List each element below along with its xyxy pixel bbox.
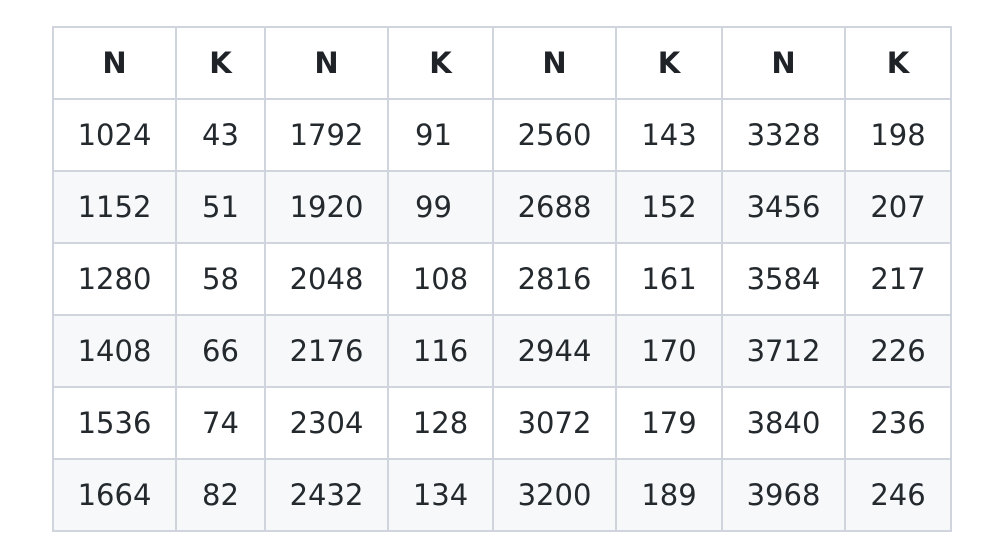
table-cell: 217	[844, 242, 952, 316]
table-row: 1280 58 2048 108 2816 161 3584 217	[52, 242, 952, 316]
table-cell: 43	[175, 98, 266, 172]
table-row: 1408 66 2176 116 2944 170 3712 226	[52, 314, 952, 388]
table-cell: 128	[387, 386, 494, 460]
table-cell: 152	[615, 170, 723, 244]
table-cell: 66	[175, 314, 266, 388]
header-cell-n: N	[721, 26, 846, 100]
table-cell: 189	[615, 458, 723, 532]
table-cell: 3584	[721, 242, 846, 316]
table-cell: 3968	[721, 458, 846, 532]
table-cell: 91	[387, 98, 494, 172]
table-cell: 99	[387, 170, 494, 244]
table-cell: 198	[844, 98, 952, 172]
table-cell: 2176	[264, 314, 389, 388]
table-cell: 1664	[52, 458, 177, 532]
table-cell: 1536	[52, 386, 177, 460]
table-cell: 3072	[492, 386, 617, 460]
table-cell: 51	[175, 170, 266, 244]
table-cell: 207	[844, 170, 952, 244]
table-cell: 3456	[721, 170, 846, 244]
table-cell: 1920	[264, 170, 389, 244]
table-cell: 2944	[492, 314, 617, 388]
table-cell: 2432	[264, 458, 389, 532]
table-cell: 3200	[492, 458, 617, 532]
table-row: 1664 82 2432 134 3200 189 3968 246	[52, 458, 952, 532]
table-cell: 3328	[721, 98, 846, 172]
table-cell: 1408	[52, 314, 177, 388]
table-cell: 226	[844, 314, 952, 388]
table-cell: 2048	[264, 242, 389, 316]
header-cell-k: K	[844, 26, 952, 100]
header-cell-k: K	[387, 26, 494, 100]
table-cell: 74	[175, 386, 266, 460]
table-row: 1536 74 2304 128 3072 179 3840 236	[52, 386, 952, 460]
table-cell: 2560	[492, 98, 617, 172]
table-cell: 58	[175, 242, 266, 316]
table-row: 1152 51 1920 99 2688 152 3456 207	[52, 170, 952, 244]
table-cell: 1152	[52, 170, 177, 244]
table-cell: 2688	[492, 170, 617, 244]
table-header: N K N K N K N K	[52, 26, 952, 100]
table-cell: 108	[387, 242, 494, 316]
table-cell: 1024	[52, 98, 177, 172]
data-table: N K N K N K N K 1024 43 1792 91 2560 143…	[52, 26, 952, 532]
table-row: 1024 43 1792 91 2560 143 3328 198	[52, 98, 952, 172]
table-body: 1024 43 1792 91 2560 143 3328 198 1152 5…	[52, 98, 952, 532]
header-cell-k: K	[615, 26, 723, 100]
table-cell: 82	[175, 458, 266, 532]
table-cell: 246	[844, 458, 952, 532]
table-cell: 1792	[264, 98, 389, 172]
table-cell: 3840	[721, 386, 846, 460]
table-cell: 2304	[264, 386, 389, 460]
table-cell: 116	[387, 314, 494, 388]
header-cell-n: N	[492, 26, 617, 100]
table-cell: 134	[387, 458, 494, 532]
table-cell: 3712	[721, 314, 846, 388]
table-cell: 170	[615, 314, 723, 388]
table-cell: 2816	[492, 242, 617, 316]
table-cell: 161	[615, 242, 723, 316]
table-cell: 143	[615, 98, 723, 172]
header-row: N K N K N K N K	[52, 26, 952, 100]
table-cell: 1280	[52, 242, 177, 316]
header-cell-n: N	[264, 26, 389, 100]
header-cell-k: K	[175, 26, 266, 100]
table-cell: 236	[844, 386, 952, 460]
header-cell-n: N	[52, 26, 177, 100]
table-cell: 179	[615, 386, 723, 460]
